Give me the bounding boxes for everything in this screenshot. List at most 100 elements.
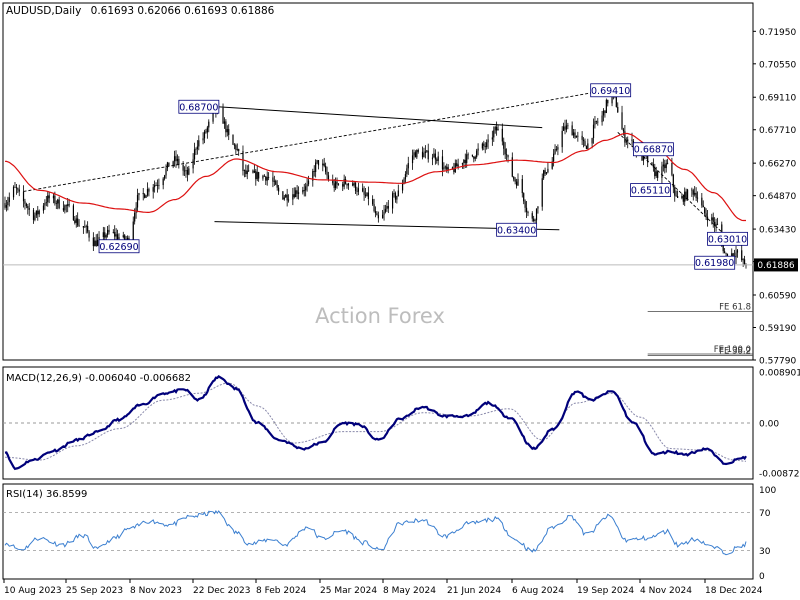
candle-body [574,132,576,138]
candle-body [607,99,609,104]
candle-body [52,195,55,199]
candle-body [98,237,100,240]
candle-body [346,183,348,186]
candle-body [525,207,528,212]
candle-body [622,129,625,132]
candle-body [134,212,136,222]
price-axis-label: 0.63430 [759,226,796,236]
candle-body [276,184,278,188]
macd-axis: 0.008901 0.00 -0.008729 [759,369,800,480]
price-label-text: 0.62690 [99,242,138,253]
price-axis-label: 0.64870 [759,192,796,202]
candle-body [15,187,17,189]
candle-body [404,174,407,180]
candle-body [57,199,59,204]
candle-body [587,143,589,149]
candle-body [193,149,196,160]
candle-body [702,205,704,208]
candle-body [262,175,264,179]
candle-body [382,214,384,219]
candle-body [506,154,508,156]
price-axis-label: 0.60590 [759,292,796,302]
candle-body [647,155,649,163]
candle-body [667,162,669,164]
candle-body [695,192,697,199]
candle-body [421,151,424,158]
candle-body [152,187,154,192]
candle-body [742,259,744,261]
candle-body [357,188,359,192]
candle-body [447,167,449,170]
candle-body [24,201,26,204]
candle-body [243,170,245,171]
candle-body [202,138,204,141]
candle-body [278,187,280,192]
candle-body [413,152,415,156]
candle-body [604,110,606,114]
candle-body [701,197,703,206]
candle-body [372,199,374,205]
candle-body [511,157,513,177]
candle-body [454,163,456,173]
candle-body [597,121,599,123]
candle-body [685,191,687,200]
candle-body [571,125,573,136]
candle-body [555,149,558,150]
candle-body [112,232,114,233]
candle-body [514,179,516,182]
price-label-box [590,83,632,98]
price-label-box [98,239,140,254]
candle-body [594,121,596,125]
ohlc-label: 0.61693 0.62066 0.61693 0.61886 [91,5,275,17]
candle-body [64,205,66,211]
candle-body [387,206,389,209]
candle-body [105,235,107,238]
candle-body [82,226,84,228]
candle-body [22,191,25,202]
candle-body [258,172,260,179]
candles [4,89,747,269]
candle-body [322,163,324,166]
candle-body [592,124,595,139]
candle-body [72,205,74,221]
price-pane: Action Forex FE 61.8 FE 100.0FE 38.2 0.68… [2,2,798,367]
candle-body [517,179,519,186]
candle-body [411,155,414,164]
candle-body [87,225,89,232]
candle-body [672,174,674,188]
candle-body [226,129,228,133]
candle-body [185,170,187,171]
candle-body [741,250,743,261]
candle-body [674,187,676,196]
candle-body [431,157,434,160]
candle-body [706,216,709,221]
candle-body [504,148,506,155]
candle-body [356,190,358,192]
price-label-box [694,255,736,270]
time-axis-label: 10 Aug 2023 [4,586,62,596]
candle-body [393,193,395,195]
candle-body [155,185,157,186]
candle-body [142,193,144,195]
candle-body [25,203,27,207]
candle-body [75,218,77,223]
candle-body [323,163,325,166]
candle-body [426,150,428,152]
time-axis-label: 22 Dec 2023 [193,586,251,596]
candle-body [523,193,525,202]
candle-body [65,205,67,207]
candle-body [208,121,210,128]
candle-body [195,149,197,150]
candle-body [223,121,226,124]
candle-body [575,136,578,138]
candle-body [682,196,684,202]
time-axis-label: 8 Feb 2024 [256,586,307,596]
candle-body [705,213,707,217]
candle-body [326,171,328,176]
rsi-axis-label: 0 [759,572,765,582]
candle-body [198,140,200,147]
candle-body [336,181,338,185]
candle-body [374,211,377,214]
candle-body [473,156,475,159]
candle-body [724,251,726,254]
